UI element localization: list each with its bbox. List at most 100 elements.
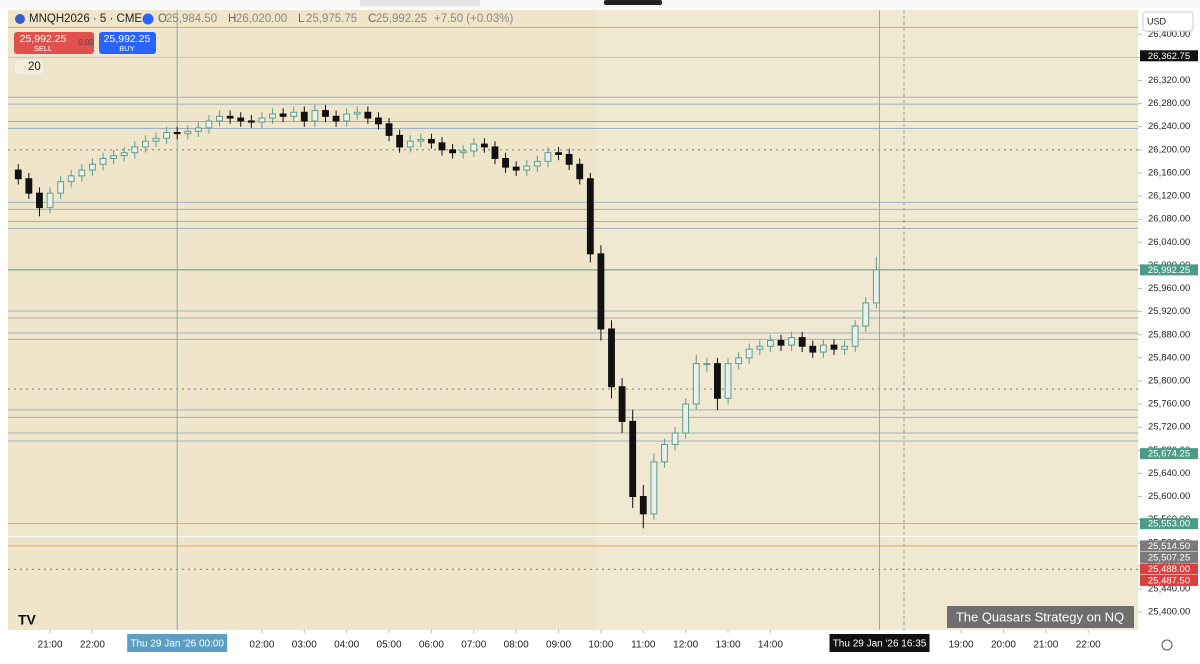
buy-label[interactable]: BUY [119, 44, 134, 53]
candle-body [290, 111, 298, 117]
price-label: 25,488.00 [1148, 564, 1190, 575]
x-tick-label: 09:00 [546, 640, 571, 651]
candle-body [692, 363, 700, 405]
price-label: 25,553.00 [1148, 519, 1190, 530]
y-tick-label: 26,320.00 [1148, 75, 1190, 86]
candle-body [671, 432, 679, 446]
ohlc-key: C [368, 13, 376, 25]
y-tick-label: 25,720.00 [1148, 422, 1190, 433]
candle-body [46, 192, 54, 209]
candle-body [470, 143, 478, 152]
candle-body [25, 178, 33, 194]
y-tick-label: 26,200.00 [1148, 144, 1190, 155]
candle-body [438, 142, 446, 151]
change: +7.50 (+0.03%) [434, 13, 513, 25]
candle-body [311, 110, 319, 122]
candle-body [512, 166, 520, 171]
candle-body [777, 340, 785, 346]
crosshair-label: Thu 29 Jan '26 16:35 [833, 639, 927, 650]
top-bar [0, 0, 1200, 8]
settings-icon[interactable] [1161, 639, 1173, 651]
candle-body [862, 302, 870, 327]
crosshair-label: Thu 29 Jan '26 00:00 [130, 639, 224, 650]
candle-body [608, 328, 615, 388]
y-tick-label: 25,400.00 [1148, 607, 1190, 618]
x-tick-label: 08:00 [504, 640, 529, 651]
top-tab[interactable] [360, 0, 480, 6]
currency-select[interactable] [1142, 11, 1194, 32]
legend-header: MNQH2026 · 5 · CME O 25,984.50 H 26,020.00 L… [13, 13, 513, 76]
watermark-box [947, 606, 1134, 628]
candle-body [544, 152, 552, 162]
candle-body [576, 163, 584, 180]
buy-button[interactable] [99, 32, 156, 54]
ohlc-value: 25,975.75 [306, 13, 357, 25]
sell-price[interactable]: 25,992.25 [20, 33, 67, 45]
x-tick-label: 07:00 [461, 640, 486, 651]
candle-body [396, 134, 404, 148]
buy-price[interactable]: 25,992.25 [104, 33, 151, 45]
candle-body [237, 117, 245, 122]
top-button[interactable] [604, 0, 662, 5]
x-tick-label: 11:00 [631, 640, 656, 651]
candle-body [523, 165, 531, 171]
candle-body [194, 127, 202, 132]
candle-body [830, 344, 838, 350]
candle-body [851, 325, 859, 347]
currency[interactable]: USD [1147, 16, 1167, 26]
candle-body [417, 138, 425, 142]
candle-body [809, 345, 817, 353]
y-tick-label: 25,760.00 [1148, 399, 1190, 410]
y-tick-label: 26,080.00 [1148, 214, 1190, 225]
candle-body [788, 337, 796, 346]
candle-body [682, 403, 690, 434]
y-tick-label: 25,880.00 [1148, 329, 1190, 340]
x-tick-label: 02:00 [249, 640, 274, 651]
x-tick-label: 13:00 [716, 640, 741, 651]
replay-icon[interactable] [142, 13, 154, 25]
candle-body [555, 152, 562, 155]
candle-body [618, 386, 626, 422]
candle-body [766, 340, 774, 347]
candle-body [650, 461, 658, 515]
symbol: MNQH2026 · 5 · CME [29, 13, 142, 25]
y-tick-label: 25,800.00 [1148, 375, 1190, 386]
spread: 0.00 [78, 38, 94, 47]
crosshair-label-box [127, 634, 228, 652]
candle-body [152, 137, 160, 142]
x-tick-label: 22:00 [1076, 640, 1101, 651]
x-tick-label: 05:00 [377, 640, 402, 651]
candle-body [872, 269, 880, 304]
ohlc-value: 25,992.25 [376, 13, 427, 25]
candle-body [163, 131, 170, 139]
candle-body [216, 115, 223, 122]
candle-body [57, 181, 65, 194]
candle-body [322, 110, 329, 117]
candle-body [449, 149, 457, 154]
candle-body [798, 337, 806, 347]
ohlc-value: 25,984.50 [166, 13, 217, 25]
sell-button[interactable] [14, 32, 94, 54]
indicator[interactable]: 20 [28, 61, 41, 73]
candle-body [819, 344, 827, 353]
ohlc-key: L [298, 13, 305, 25]
candle-body [300, 111, 308, 122]
candle-body [99, 157, 107, 165]
candle-body [597, 253, 605, 330]
price-label-box [1140, 563, 1198, 575]
candle-body [756, 345, 764, 350]
sell-label[interactable]: SELL [34, 44, 52, 53]
x-tick-label: 22:00 [80, 640, 105, 651]
candle-body [375, 117, 382, 125]
candle-body [385, 123, 393, 136]
crosshair-label-box [829, 634, 930, 652]
y-tick-label: 25,960.00 [1148, 283, 1190, 294]
indicator-box[interactable] [13, 58, 45, 76]
candle-body [480, 143, 488, 148]
x-tick-label: 14:00 [758, 640, 783, 651]
candle-body [258, 117, 266, 123]
candle-body [226, 115, 234, 119]
candle-body [735, 357, 743, 365]
candle-body [703, 363, 711, 366]
